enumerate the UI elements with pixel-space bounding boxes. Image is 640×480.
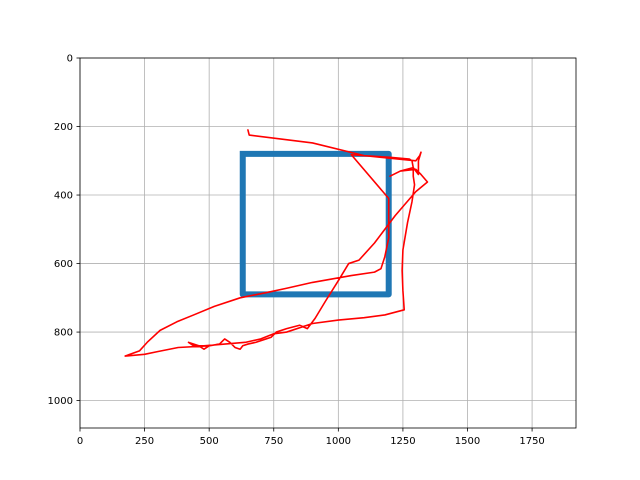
x-tick-label: 500 [200, 436, 219, 447]
y-axis: 0 200 400 600 800 1000 [48, 54, 80, 407]
plot-frame [79, 57, 577, 429]
y-tick-label: 1000 [48, 396, 73, 407]
series-trace-line [124, 129, 429, 357]
x-tick-label: 1750 [519, 436, 544, 447]
y-tick-label: 0 [67, 54, 73, 65]
y-tick-label: 600 [54, 259, 73, 270]
grid-lines [79, 57, 576, 428]
y-tick-label: 200 [54, 122, 73, 133]
y-tick-label: 400 [54, 191, 73, 202]
x-tick-label: 250 [135, 436, 154, 447]
x-tick-label: 0 [77, 436, 83, 447]
x-axis: 0 250 500 750 1000 1250 1500 1750 [77, 428, 545, 447]
y-tick-label: 800 [54, 328, 73, 339]
x-tick-label: 750 [264, 436, 283, 447]
plot-area [80, 58, 576, 428]
x-tick-label: 1500 [455, 436, 480, 447]
x-tick-label: 1000 [326, 436, 351, 447]
series-square-line [239, 150, 392, 298]
series-group [124, 129, 429, 357]
x-tick-label: 1250 [390, 436, 415, 447]
